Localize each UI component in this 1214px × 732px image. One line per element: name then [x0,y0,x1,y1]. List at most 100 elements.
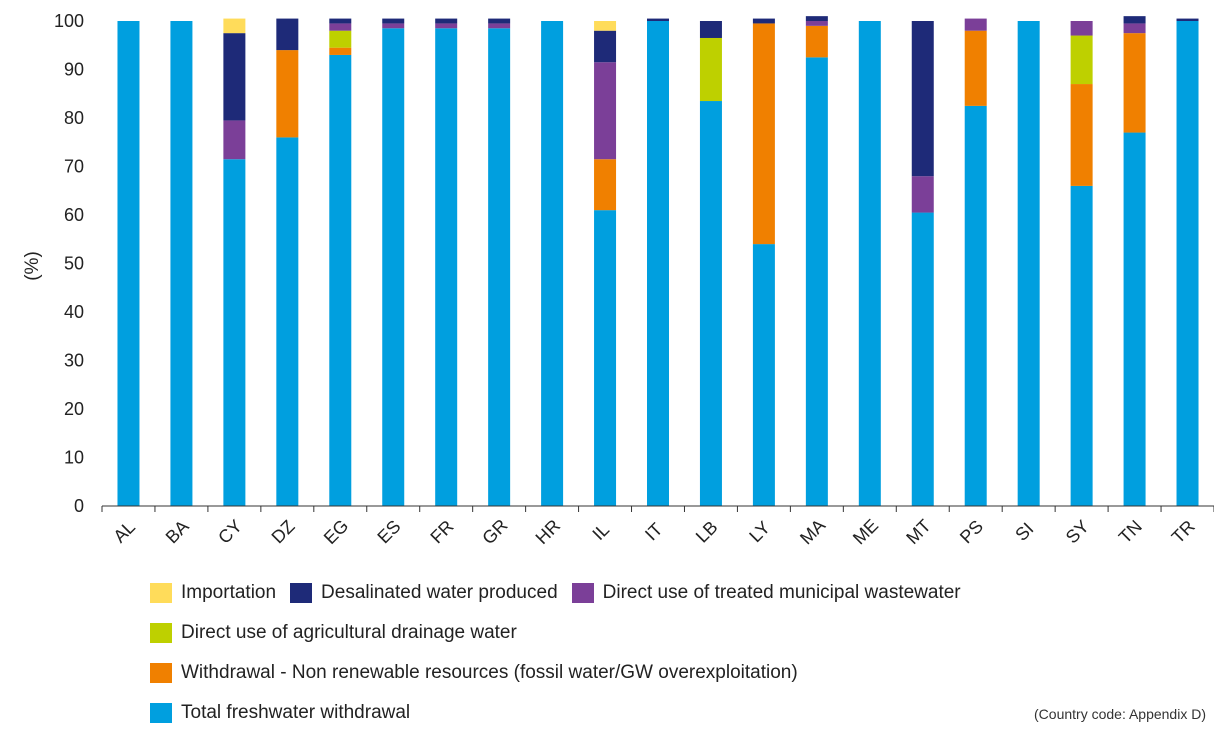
bar-segment-dz-4 [276,18,299,51]
legend-item-drainage: Direct use of agricultural drainage wate… [150,622,517,644]
legend-row-4: Total freshwater withdrawal [150,702,424,724]
bar-segment-lb-2 [699,37,722,102]
bar-segment-tn-3 [1123,23,1146,34]
legend-item-treated-wastewater: Direct use of treated municipal wastewat… [571,582,961,604]
legend-item-importation: Importation [150,582,276,604]
bar-segment-sy-0 [1070,185,1093,506]
bar-segment-ba-0 [170,21,193,506]
x-tick-label-ba: BA [162,516,193,547]
bar-segment-tr-0 [1176,21,1199,506]
bar-segment-fr-0 [435,28,458,507]
legend-item-desalinated: Desalinated water produced [290,582,558,604]
x-tick-label-fr: FR [426,516,457,547]
bar-segment-tn-1 [1123,33,1146,133]
bar-segment-me-0 [858,21,881,506]
bar-segment-sy-3 [1070,21,1093,36]
bar-segment-it-0 [647,21,669,506]
x-tick-label-si: SI [1011,519,1037,545]
y-axis: 0 10 20 30 40 50 60 70 80 90 100 [54,11,84,516]
y-tick-label: 10 [64,448,84,468]
x-tick-label-es: ES [373,516,404,547]
legend-swatch [290,583,313,603]
y-tick-label: 80 [64,108,84,128]
legend-row-3: Withdrawal - Non renewable resources (fo… [150,662,812,684]
bar-segment-tn-4 [1123,16,1146,24]
bar-segment-mt-4 [911,21,934,177]
bar-segment-cy-3 [223,120,246,160]
x-tick-label-ps: PS [956,516,987,547]
bar-segment-sy-1 [1070,84,1093,186]
bar-segment-il-4 [594,30,617,63]
bar-segment-il-3 [594,62,617,160]
legend-swatch [150,583,172,603]
y-axis-label: (%) [22,251,43,281]
legend-item-freshwater: Total freshwater withdrawal [150,702,410,724]
bar-segment-mt-3 [911,176,934,213]
bar-segment-ma-0 [805,57,828,507]
bar-segment-eg-0 [329,54,352,506]
legend-row-2: Direct use of agricultural drainage wate… [150,622,531,644]
x-tick-label-ma: MA [796,515,829,548]
bar-segment-es-0 [382,28,405,507]
x-tick-label-ly: LY [745,517,774,546]
bar-segment-cy-5 [223,18,246,34]
y-tick-label: 100 [54,11,84,31]
bar-segment-al-0 [117,21,140,506]
x-tick-label-hr: HR [532,515,565,548]
x-tick-label-eg: EG [320,515,353,548]
legend-label: Desalinated water produced [321,582,558,603]
bar-segment-gr-3 [488,23,511,29]
bar-segment-ps-1 [964,30,987,106]
x-tick-label-lb: LB [692,517,722,547]
x-tick-label-me: ME [849,515,882,548]
bar-segment-ly-1 [752,23,775,245]
x-tick-label-dz: DZ [268,516,299,547]
y-tick-label: 0 [74,496,84,516]
legend-label: Withdrawal - Non renewable resources (fo… [181,662,798,683]
x-tick-label-gr: GR [478,515,511,548]
bars [117,16,1199,507]
bar-segment-cy-4 [223,33,246,121]
y-tick-label: 50 [64,254,84,274]
bar-segment-hr-0 [541,21,564,506]
y-tick-label: 40 [64,302,84,322]
bar-segment-si-0 [1017,21,1040,506]
y-tick-label: 70 [64,157,84,177]
bar-segment-eg-4 [329,18,352,24]
bar-segment-ly-0 [752,244,775,506]
source-note: (Country code: Appendix D) [1034,706,1206,722]
bar-segment-il-5 [594,21,617,31]
bar-segment-il-0 [594,210,617,506]
y-tick-label: 20 [64,399,84,419]
bar-segment-ma-4 [805,16,828,21]
legend-label: Direct use of agricultural drainage wate… [181,622,517,643]
x-tick-label-tn: TN [1115,516,1146,547]
bar-segment-eg-1 [329,47,352,55]
bar-segment-ma-1 [805,25,828,58]
bar-segment-es-4 [382,18,405,24]
y-tick-label: 90 [64,60,84,80]
bar-segment-fr-3 [435,23,458,29]
bar-segment-tn-0 [1123,132,1146,507]
stacked-bar-chart: 0 10 20 30 40 50 60 70 80 90 100 AL BA CY DZ EG ES FR GR H… [22,11,1214,548]
legend-swatch [571,583,594,603]
bar-segment-eg-3 [329,23,352,31]
bar-segment-gr-4 [488,18,511,24]
bar-segment-cy-0 [223,159,246,507]
y-tick-label: 30 [64,351,84,371]
bar-segment-sy-2 [1070,35,1093,85]
bar-segment-ps-0 [964,105,987,507]
bar-segment-lb-4 [699,21,722,38]
legend-label: Total freshwater withdrawal [181,702,411,723]
bar-segment-it-4 [647,18,669,21]
x-tick-label-al: AL [109,517,139,547]
x-tick-label-mt: MT [902,515,935,548]
x-tick-label-sy: SY [1062,516,1093,547]
bar-segment-es-3 [382,23,405,29]
bar-segment-ps-3 [964,18,987,31]
y-tick-label: 60 [64,205,84,225]
x-tick-label-tr: TR [1168,516,1199,547]
bar-segment-ly-4 [752,18,775,24]
bar-segment-lb-0 [699,101,722,506]
